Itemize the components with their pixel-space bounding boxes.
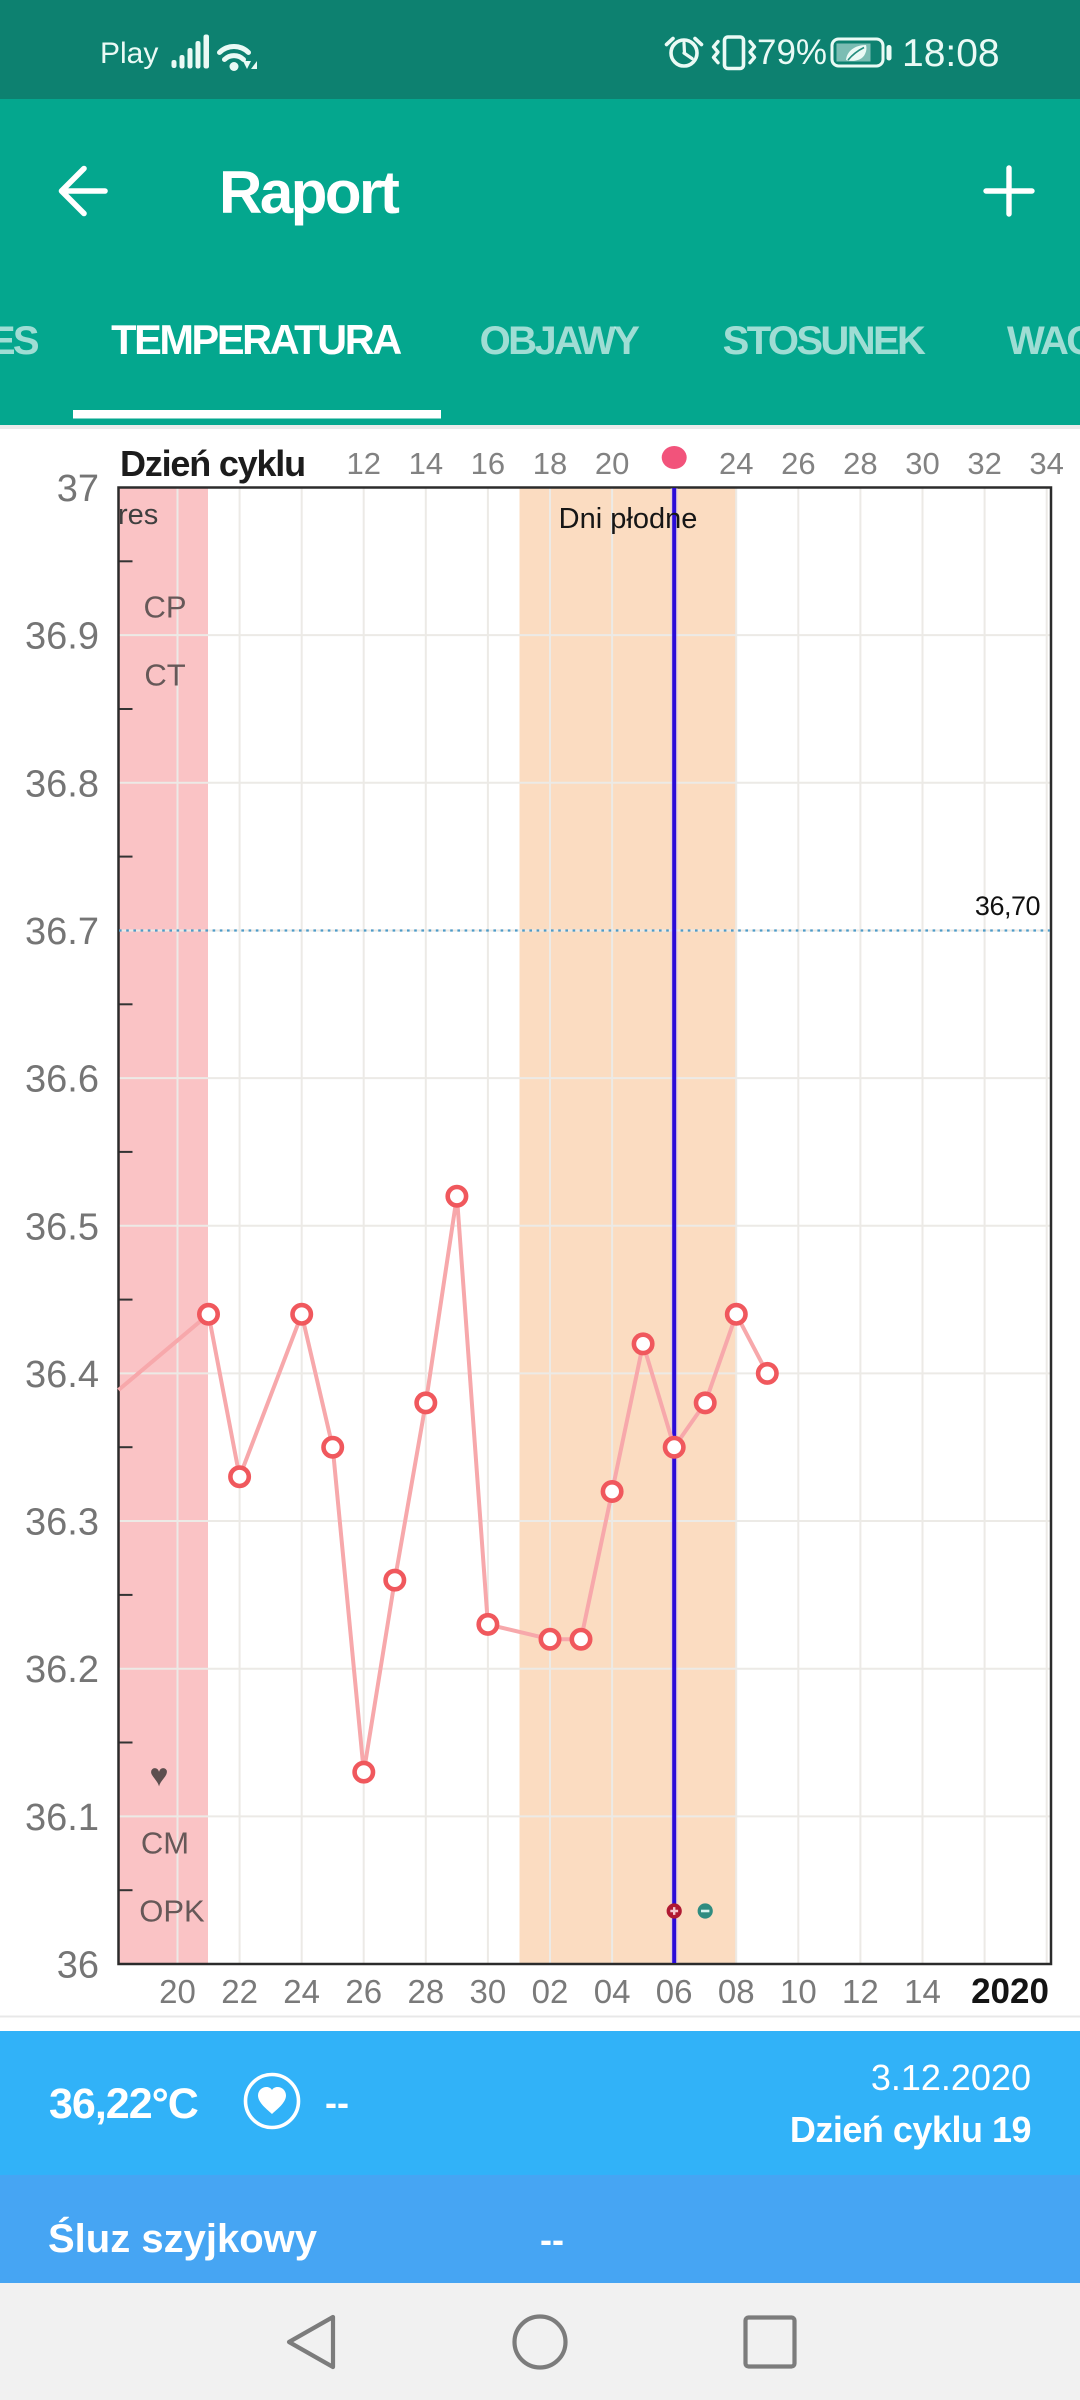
svg-text:26: 26: [345, 1973, 382, 2010]
svg-text:36.2: 36.2: [25, 1649, 99, 1691]
svg-text:37: 37: [57, 468, 99, 510]
svg-text:36.7: 36.7: [25, 911, 99, 953]
svg-text:28: 28: [843, 446, 877, 481]
svg-text:18:08: 18:08: [902, 32, 1000, 75]
svg-text:18: 18: [533, 446, 567, 481]
svg-text:CT: CT: [144, 658, 185, 693]
svg-text:79%: 79%: [757, 33, 827, 72]
svg-text:2020: 2020: [971, 1972, 1049, 2011]
svg-text:12: 12: [347, 446, 381, 481]
svg-text:30: 30: [470, 1973, 507, 2010]
svg-text:Śluz szyjkowy: Śluz szyjkowy: [48, 2215, 318, 2261]
svg-text:36.8: 36.8: [25, 763, 99, 805]
svg-text:20: 20: [159, 1973, 196, 2010]
svg-text:36.4: 36.4: [25, 1354, 99, 1396]
svg-text:Play: Play: [100, 37, 158, 70]
svg-text:06: 06: [656, 1973, 693, 2010]
svg-text:08: 08: [718, 1973, 755, 2010]
svg-text:36: 36: [57, 1945, 99, 1987]
svg-text:CP: CP: [143, 590, 186, 625]
svg-text:34: 34: [1029, 446, 1063, 481]
svg-text:CM: CM: [141, 1826, 189, 1861]
svg-text:OPK: OPK: [139, 1894, 205, 1929]
svg-text:16: 16: [471, 446, 505, 481]
svg-text:20: 20: [595, 446, 629, 481]
svg-text:--: --: [325, 2082, 349, 2123]
svg-text:36.9: 36.9: [25, 616, 99, 658]
svg-text:36.3: 36.3: [25, 1502, 99, 1544]
svg-text:14: 14: [904, 1973, 941, 2010]
svg-text:28: 28: [407, 1973, 444, 2010]
svg-text:30: 30: [905, 446, 939, 481]
svg-text:26: 26: [781, 446, 815, 481]
svg-text:res: res: [118, 499, 158, 531]
svg-text:36.5: 36.5: [25, 1206, 99, 1248]
svg-text:02: 02: [532, 1973, 569, 2010]
svg-text:04: 04: [594, 1973, 631, 2010]
svg-text:WAGA: WAGA: [1007, 319, 1080, 363]
svg-text:36.1: 36.1: [25, 1797, 99, 1839]
svg-text:24: 24: [719, 446, 753, 481]
svg-text:Raport: Raport: [219, 159, 400, 226]
svg-text:OBJAWY: OBJAWY: [480, 319, 641, 363]
svg-text:3.12.2020: 3.12.2020: [871, 2057, 1031, 2098]
svg-text:Dzień cyklu: Dzień cyklu: [120, 443, 305, 484]
svg-text:Dzień cyklu 19: Dzień cyklu 19: [790, 2109, 1031, 2150]
svg-text:Dni płodne: Dni płodne: [559, 503, 698, 535]
svg-text:TEMPERATURA: TEMPERATURA: [111, 316, 401, 363]
svg-text:24: 24: [283, 1973, 320, 2010]
svg-text:32: 32: [967, 446, 1001, 481]
svg-text:STOSUNEK: STOSUNEK: [723, 319, 926, 363]
svg-text:♥: ♥: [150, 1757, 169, 1793]
svg-text:36,22°C: 36,22°C: [49, 2080, 198, 2128]
svg-text:--: --: [540, 2219, 564, 2260]
svg-text:OKRES: OKRES: [0, 319, 39, 363]
svg-text:36.6: 36.6: [25, 1059, 99, 1101]
svg-text:36,70: 36,70: [975, 891, 1040, 921]
svg-text:10: 10: [780, 1973, 817, 2010]
svg-text:12: 12: [842, 1973, 879, 2010]
svg-text:14: 14: [409, 446, 443, 481]
svg-text:22: 22: [221, 1973, 258, 2010]
